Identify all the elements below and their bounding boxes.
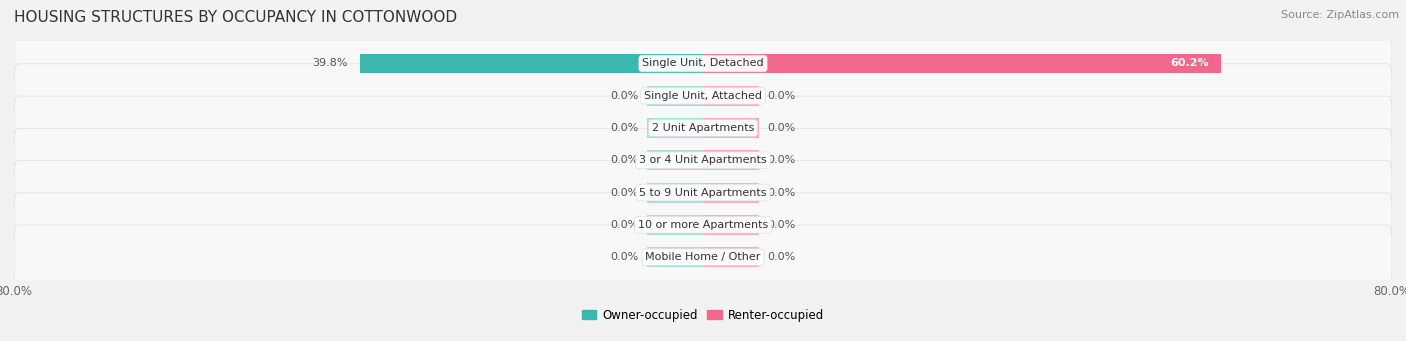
Legend: Owner-occupied, Renter-occupied: Owner-occupied, Renter-occupied — [578, 304, 828, 326]
Bar — [703, 86, 759, 106]
Text: Single Unit, Detached: Single Unit, Detached — [643, 59, 763, 69]
Text: 60.2%: 60.2% — [1170, 59, 1209, 69]
Text: 0.0%: 0.0% — [610, 220, 638, 230]
Text: 0.0%: 0.0% — [768, 220, 796, 230]
FancyBboxPatch shape — [14, 96, 1392, 160]
FancyBboxPatch shape — [14, 64, 1392, 128]
Text: 0.0%: 0.0% — [768, 252, 796, 262]
Bar — [647, 150, 703, 170]
FancyBboxPatch shape — [14, 161, 1392, 224]
FancyBboxPatch shape — [14, 32, 1392, 95]
Bar — [647, 118, 703, 138]
Text: 0.0%: 0.0% — [610, 188, 638, 197]
Text: 0.0%: 0.0% — [610, 91, 638, 101]
Bar — [703, 182, 759, 203]
Bar — [703, 54, 1222, 74]
Text: Mobile Home / Other: Mobile Home / Other — [645, 252, 761, 262]
Text: 0.0%: 0.0% — [610, 123, 638, 133]
FancyBboxPatch shape — [14, 128, 1392, 192]
FancyBboxPatch shape — [14, 193, 1392, 257]
Text: HOUSING STRUCTURES BY OCCUPANCY IN COTTONWOOD: HOUSING STRUCTURES BY OCCUPANCY IN COTTO… — [14, 10, 457, 25]
Bar — [703, 215, 759, 235]
Text: 0.0%: 0.0% — [610, 155, 638, 165]
Text: Single Unit, Attached: Single Unit, Attached — [644, 91, 762, 101]
Text: 39.8%: 39.8% — [312, 59, 347, 69]
FancyBboxPatch shape — [14, 225, 1392, 289]
Text: 2 Unit Apartments: 2 Unit Apartments — [652, 123, 754, 133]
Bar — [360, 54, 703, 74]
Text: Source: ZipAtlas.com: Source: ZipAtlas.com — [1281, 10, 1399, 20]
Text: 0.0%: 0.0% — [768, 91, 796, 101]
Text: 3 or 4 Unit Apartments: 3 or 4 Unit Apartments — [640, 155, 766, 165]
Bar — [647, 247, 703, 267]
Text: 0.0%: 0.0% — [610, 252, 638, 262]
Bar — [703, 118, 759, 138]
Bar — [647, 182, 703, 203]
Bar — [703, 150, 759, 170]
Bar — [703, 247, 759, 267]
Bar — [647, 215, 703, 235]
Text: 10 or more Apartments: 10 or more Apartments — [638, 220, 768, 230]
Text: 5 to 9 Unit Apartments: 5 to 9 Unit Apartments — [640, 188, 766, 197]
Text: 0.0%: 0.0% — [768, 188, 796, 197]
Text: 0.0%: 0.0% — [768, 123, 796, 133]
Text: 0.0%: 0.0% — [768, 155, 796, 165]
Bar — [647, 86, 703, 106]
